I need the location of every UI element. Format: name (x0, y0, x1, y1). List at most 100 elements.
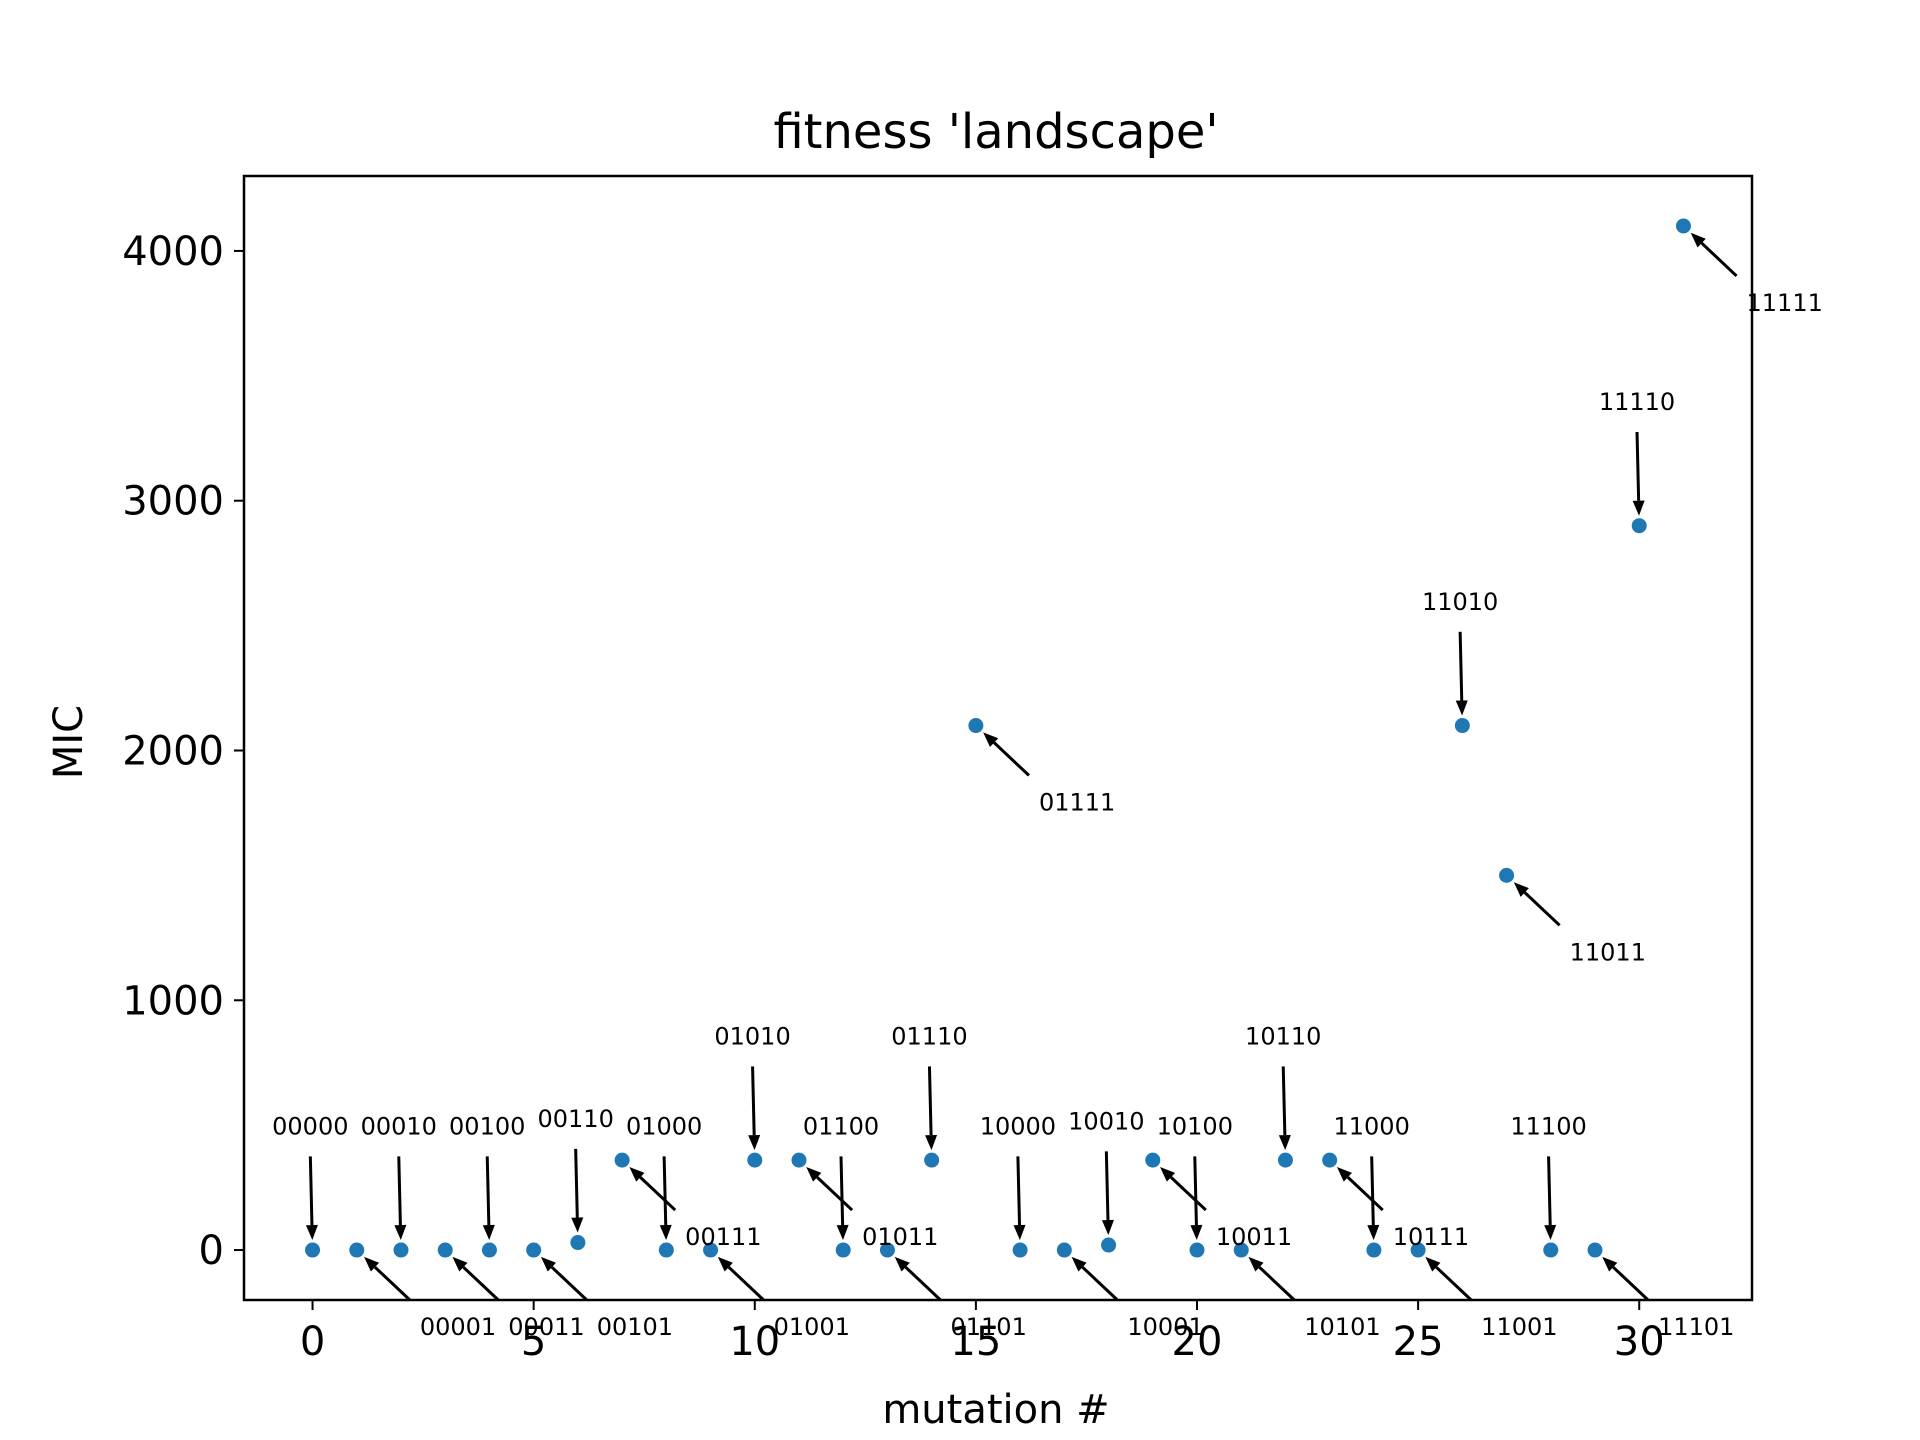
annotation-arrow (1700, 241, 1738, 278)
annotation-arrow (1523, 891, 1561, 927)
annotation-arrowhead (717, 1256, 733, 1272)
x-tick-label: 20 (1172, 1319, 1223, 1365)
annotation-arrowhead (748, 1134, 761, 1151)
annotation-arrow (927, 1066, 933, 1136)
annotation-arrow (816, 1176, 854, 1212)
y-tick-label: 4000 (122, 229, 224, 275)
annotation-label: 10001 (1127, 1313, 1203, 1341)
annotation-arrowhead (1602, 1256, 1618, 1272)
annotation-label: 01010 (714, 1022, 790, 1050)
annotation-arrow (639, 1176, 677, 1212)
annotation-label: 00010 (361, 1112, 437, 1140)
annotation-arrow (1104, 1151, 1110, 1221)
annotation-arrow (462, 1266, 500, 1302)
data-point-10110 (1277, 1152, 1293, 1168)
annotation-label: 11111 (1747, 289, 1823, 317)
annotation-arrow (839, 1156, 845, 1226)
annotation-arrow (1281, 1066, 1287, 1136)
annotation-arrow (751, 1066, 756, 1136)
x-axis: 0 5 10 15 20 25 30 (300, 1300, 1665, 1365)
annotation-arrow (1346, 1176, 1384, 1212)
annotation-arrowhead (983, 732, 999, 748)
annotation-label: 11010 (1422, 588, 1498, 616)
y-axis-label: MIC (46, 705, 92, 779)
annotation-arrowhead (482, 1224, 495, 1241)
data-point-10100 (1189, 1242, 1205, 1258)
annotation-arrowhead (925, 1134, 938, 1151)
annotation-arrow (1635, 431, 1641, 501)
data-point-11110 (1631, 518, 1647, 534)
annotation-arrowhead (571, 1217, 584, 1233)
data-point-00010 (393, 1242, 409, 1258)
annotation-label: 00011 (508, 1313, 584, 1341)
annotation-label: 01100 (803, 1112, 879, 1140)
data-point-01011 (791, 1152, 807, 1168)
annotation-label: 10011 (1216, 1223, 1292, 1251)
data-point-10111 (1322, 1152, 1338, 1168)
data-point-10000 (1012, 1242, 1028, 1258)
data-point-11111 (1675, 218, 1691, 234)
data-point-10011 (1145, 1152, 1161, 1168)
annotation-arrowhead (1455, 700, 1468, 716)
data-points (305, 218, 1691, 1258)
annotation-arrow (993, 741, 1030, 777)
annotation-arrow (550, 1266, 588, 1302)
data-point-01001 (703, 1242, 719, 1258)
annotation-label: 00001 (420, 1313, 496, 1341)
x-tick-label: 0 (300, 1319, 325, 1365)
data-point-10010 (1101, 1237, 1117, 1253)
x-tick-label: 30 (1614, 1319, 1665, 1365)
annotation-label: 01110 (891, 1022, 967, 1050)
plot-frame (242, 174, 1754, 1302)
annotation-arrowhead (836, 1224, 849, 1241)
annotation-arrow (1193, 1156, 1198, 1226)
x-tick-label: 15 (950, 1319, 1001, 1365)
annotation-arrow (308, 1156, 314, 1226)
chart-title: fitness 'landscape' (773, 104, 1218, 160)
data-point-11011 (1499, 867, 1515, 883)
data-point-01111 (968, 718, 984, 734)
annotation-label: 11110 (1599, 388, 1675, 416)
data-point-01000 (658, 1242, 674, 1258)
annotation-arrow (1547, 1156, 1552, 1226)
annotation-arrow (904, 1266, 942, 1302)
annotation-label: 10111 (1393, 1223, 1469, 1251)
annotation-arrow (662, 1156, 668, 1226)
annotation-label: 11011 (1570, 938, 1646, 966)
annotation-arrow (1370, 1156, 1375, 1226)
y-tick-label: 1000 (122, 978, 224, 1024)
annotation-label: 01001 (774, 1313, 850, 1341)
annotation-label: 01101 (951, 1313, 1027, 1341)
annotation-arrow (373, 1266, 411, 1302)
annotation-arrowhead (1367, 1224, 1380, 1241)
y-tick-label: 2000 (122, 728, 224, 774)
annotation-label: 10000 (980, 1112, 1056, 1140)
annotation-label: 11001 (1481, 1313, 1557, 1341)
annotation-arrowhead (1278, 1134, 1291, 1151)
data-point-11010 (1454, 718, 1470, 734)
data-point-11000 (1366, 1242, 1382, 1258)
annotation-arrowhead (1013, 1224, 1026, 1241)
annotation-arrow (397, 1156, 402, 1226)
annotation-arrowhead (1690, 232, 1706, 248)
y-axis: 0 1000 2000 3000 4000 (122, 229, 244, 1274)
data-point-00000 (305, 1242, 321, 1258)
data-point-11101 (1587, 1242, 1603, 1258)
annotation-arrowhead (394, 1224, 407, 1241)
data-point-01110 (924, 1152, 940, 1168)
annotation-arrowhead (1632, 500, 1645, 516)
annotation-arrowhead (1190, 1224, 1203, 1241)
annotation-arrowhead (659, 1224, 672, 1241)
data-point-10101 (1233, 1242, 1249, 1258)
annotation-arrow (1458, 631, 1464, 701)
annotation-label: 01000 (626, 1112, 702, 1140)
annotation-arrowhead (1513, 882, 1529, 897)
annotation-label: 10110 (1245, 1022, 1321, 1050)
annotation-arrowhead (1071, 1256, 1087, 1272)
annotation-label: 00101 (597, 1313, 673, 1341)
annotation-label: 00000 (272, 1112, 348, 1140)
annotation-arrow (1612, 1266, 1650, 1302)
annotation-arrowhead (1336, 1166, 1352, 1182)
annotation-label: 00110 (537, 1105, 613, 1133)
